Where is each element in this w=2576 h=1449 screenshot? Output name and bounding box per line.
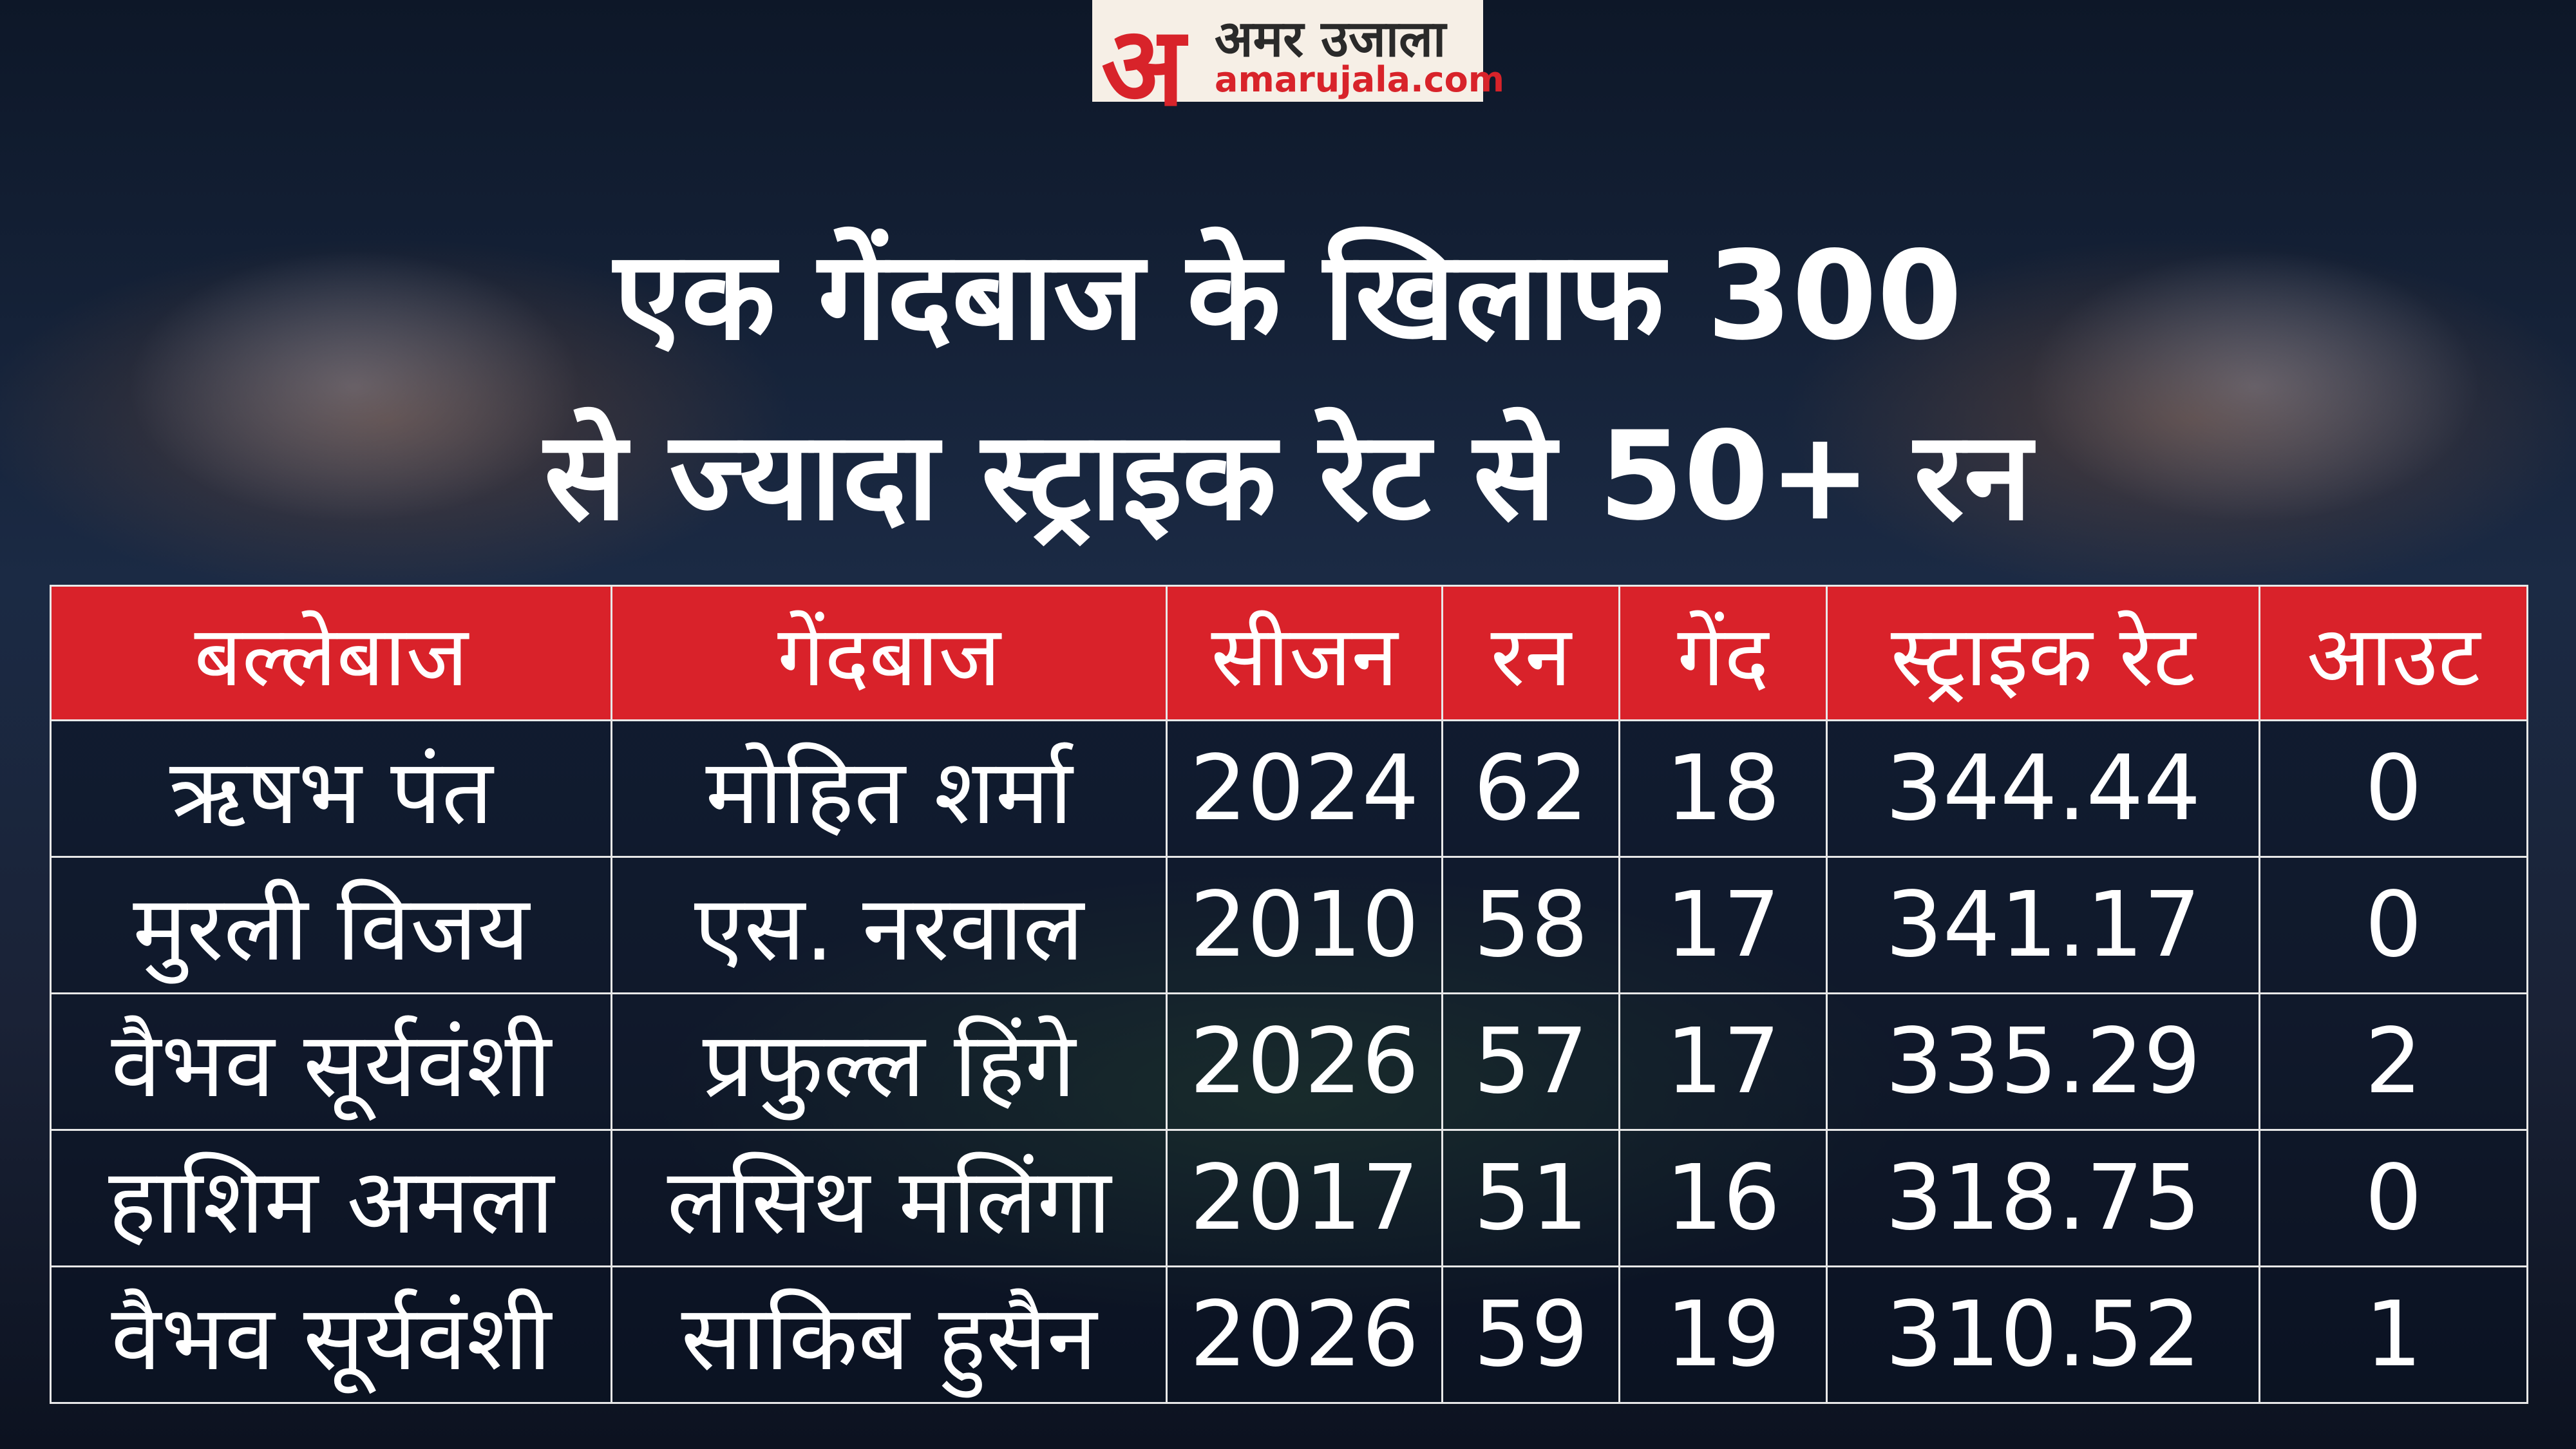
table-row: वैभव सूर्यवंशी साकिब हुसैन 2026 59 19 310.52 1: [50, 1265, 2528, 1404]
table-cell: प्रफुल्ल हिंगे: [611, 992, 1168, 1131]
table-cell: मोहित शर्मा: [611, 719, 1168, 858]
logo-name: अमर उजाला: [1215, 10, 1446, 68]
title-line: से ज्यादा स्ट्राइक रेट से 50+ रन: [544, 405, 2032, 547]
table-cell: गेंदबाज: [611, 585, 1168, 721]
table-cell: बल्लेबाज: [50, 585, 613, 721]
table-cell: एस. नरवाल: [611, 856, 1168, 994]
logo-site: amarujala.com: [1215, 59, 1505, 100]
table-cell: साकिब हुसैन: [611, 1265, 1168, 1404]
table-cell: सीजन: [1165, 585, 1444, 721]
table-cell: 341.17: [1825, 856, 2261, 994]
table-cell: 0: [2259, 719, 2528, 858]
table-cell: वैभव सूर्यवंशी: [50, 1265, 613, 1404]
table-cell: 57: [1441, 992, 1621, 1131]
table-cell: 2026: [1165, 992, 1444, 1131]
stats-table: बल्लेबाज गेंदबाज सीजन रन गेंद स्ट्राइक रेट आउट…: [50, 585, 2528, 1404]
table-cell: 17: [1618, 856, 1828, 994]
table-cell: 17: [1618, 992, 1828, 1131]
table-cell: लसिथ मलिंगा: [611, 1129, 1168, 1267]
table-cell: 2: [2259, 992, 2528, 1131]
table-cell: 2017: [1165, 1129, 1444, 1267]
table-cell: मुरली विजय: [50, 856, 613, 994]
logo: अ अमर उजाला amarujala.com: [1092, 0, 1504, 131]
table-cell: 16: [1618, 1129, 1828, 1267]
table-cell: स्ट्राइक रेट: [1825, 585, 2261, 721]
table-cell: वैभव सूर्यवंशी: [50, 992, 613, 1131]
table-cell: 2026: [1165, 1265, 1444, 1404]
table-cell: आउट: [2259, 585, 2528, 721]
table-cell: 318.75: [1825, 1129, 2261, 1267]
table-row: वैभव सूर्यवंशी प्रफुल्ल हिंगे 2026 57 17 335.…: [50, 992, 2528, 1131]
table-cell: 310.52: [1825, 1265, 2261, 1404]
table-row: मुरली विजय एस. नरवाल 2010 58 17 341.17 0: [50, 856, 2528, 994]
table-cell: 2010: [1165, 856, 1444, 994]
table-cell: 2024: [1165, 719, 1444, 858]
table-cell: 18: [1618, 719, 1828, 858]
table-row: हाशिम अमला लसिथ मलिंगा 2017 51 16 318.75 0: [50, 1129, 2528, 1267]
logo-mark: अ: [1101, 3, 1185, 131]
header-row: बल्लेबाज गेंदबाज सीजन रन गेंद स्ट्राइक रेट आउट: [50, 585, 2528, 721]
title-line: एक गेंदबाज के खिलाफ 300: [614, 225, 1962, 367]
table-cell: 1: [2259, 1265, 2528, 1404]
table-cell: 0: [2259, 856, 2528, 994]
table-cell: हाशिम अमला: [50, 1129, 613, 1267]
table-cell: 59: [1441, 1265, 1621, 1404]
table-cell: 0: [2259, 1129, 2528, 1267]
table-cell: गेंद: [1618, 585, 1828, 721]
table-cell: 51: [1441, 1129, 1621, 1267]
table-cell: 344.44: [1825, 719, 2261, 858]
table-row: ऋषभ पंत मोहित शर्मा 2024 62 18 344.44 0: [50, 719, 2528, 858]
table-cell: 58: [1441, 856, 1621, 994]
table-cell: रन: [1441, 585, 1621, 721]
table-cell: 62: [1441, 719, 1621, 858]
table-cell: ऋषभ पंत: [50, 719, 613, 858]
table-cell: 335.29: [1825, 992, 2261, 1131]
table-cell: 19: [1618, 1265, 1828, 1404]
